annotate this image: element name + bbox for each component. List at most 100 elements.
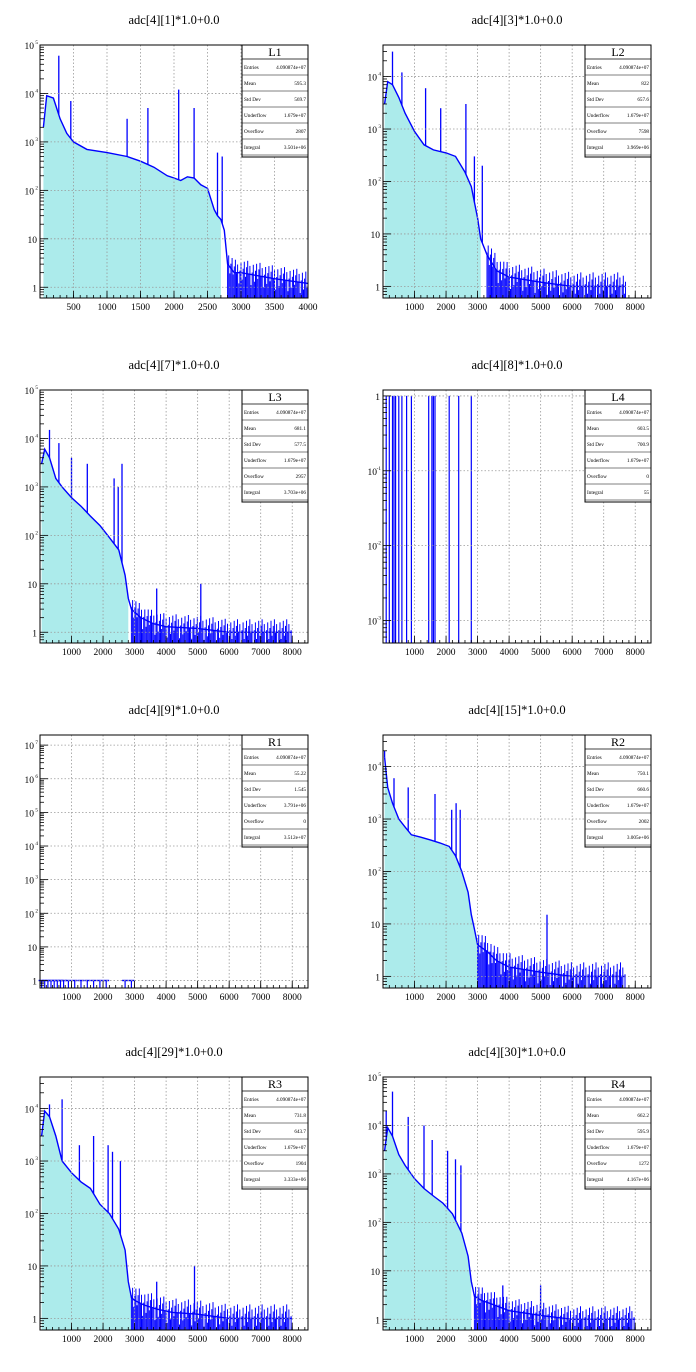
y-tick-label: 10 (25, 1210, 35, 1220)
plot-frame (39, 1076, 309, 1331)
chart-panel-l1: adc[4][1]*1.0+0.0 500 1000 1500 2000 2500 3000… (25, 13, 318, 313)
stat-label: Std Dev (587, 442, 604, 448)
stat-value: 3.501e+06 (284, 145, 306, 151)
y-tick-exponent: 3 (35, 482, 38, 488)
stat-value: 700.9 (637, 442, 649, 448)
y-tick-label: 10 (371, 231, 381, 241)
stat-label: Integral (244, 835, 261, 841)
stat-label: Underflow (587, 457, 610, 464)
stats-box: R2 Entries 4.090874e+07 Mean 750.1 Std Dev 660… (584, 734, 652, 848)
y-tick-label: 1 (32, 629, 37, 639)
stats-box-title: R1 (268, 735, 282, 749)
stat-label: Entries (244, 755, 259, 761)
stat-value: 3.333e+06 (284, 1177, 306, 1183)
stats-box-title: R2 (611, 735, 625, 749)
y-tick-exponent: 4 (35, 88, 38, 94)
x-tick-label: 8000 (283, 648, 302, 658)
grid (383, 45, 651, 298)
y-tick-exponent: -3 (377, 615, 382, 621)
stat-label: Std Dev (244, 1129, 261, 1135)
x-tick-label: 1000 (405, 648, 424, 658)
x-tick-label: 3000 (468, 993, 487, 1003)
stat-label: Overflow (244, 1160, 264, 1167)
stat-value: 3.791e+06 (284, 803, 306, 809)
y-tick-label: 10 (371, 1268, 381, 1278)
stat-value: 1.679e+07 (627, 458, 649, 464)
y-tick-exponent: 3 (378, 1169, 381, 1175)
stat-value: 4.090874e+07 (276, 755, 306, 761)
stat-label: Entries (587, 65, 602, 71)
y-tick-exponent: -2 (377, 541, 382, 547)
stat-label: Overflow (244, 818, 264, 825)
stat-value: 4.090874e+07 (276, 1097, 306, 1103)
x-tick-label: 2000 (94, 1335, 113, 1345)
y-tick-exponent: 2 (35, 908, 38, 914)
stat-label: Entries (244, 1097, 259, 1103)
stats-box: L4 Entries 4.090874e+07 Mean 603.5 Std Dev 700… (584, 389, 652, 503)
stat-value: 3.005e+06 (627, 835, 649, 841)
y-tick-label: 1 (375, 1316, 380, 1326)
chart-panel-l2: adc[4][3]*1.0+0.0 1000 2000 3000 4000 5000 600… (368, 13, 652, 313)
stats-box-title: L3 (268, 390, 281, 404)
stat-value: 1.545 (294, 787, 306, 793)
y-tick-label: 10 (28, 236, 38, 246)
x-tick-label: 1000 (405, 303, 424, 313)
x-tick-label: 7000 (251, 993, 270, 1003)
stat-value: 657.6 (637, 97, 649, 103)
stat-value: 731.8 (294, 1113, 306, 1119)
chart-panel-l4: adc[4][8]*1.0+0.0 1000 2000 3000 4000 5000 600… (368, 358, 652, 658)
y-tick-exponent: 3 (35, 875, 38, 881)
stat-label: Integral (587, 490, 604, 496)
x-tick-label: 2000 (94, 648, 113, 658)
stat-value: 4.090874e+07 (276, 65, 306, 71)
y-tick-label: 10 (25, 387, 35, 397)
y-tick-exponent: 2 (378, 866, 381, 872)
stat-value: 55.22 (294, 771, 306, 777)
stat-label: Underflow (587, 802, 610, 809)
chart-panel-r2: adc[4][15]*1.0+0.0 1000 2000 3000 4000 5000 60… (368, 703, 652, 1003)
y-tick-exponent: 6 (35, 774, 38, 780)
x-tick-label: 1000 (405, 1335, 424, 1345)
y-tick-label: 10 (25, 776, 35, 786)
stat-label: Std Dev (244, 97, 261, 103)
y-tick-exponent: 4 (378, 1120, 381, 1126)
plot-data (383, 51, 626, 298)
x-tick-label: 5000 (531, 648, 550, 658)
y-tick-label: 10 (25, 532, 35, 542)
plot-data (385, 395, 472, 643)
stat-label: Integral (244, 490, 261, 496)
y-tick-label: 10 (25, 42, 35, 52)
y-tick-label: 10 (368, 178, 378, 188)
plot-frame (382, 389, 652, 644)
y-tick-exponent: 3 (378, 814, 381, 820)
x-tick-label: 4000 (500, 993, 519, 1003)
x-tick-label: 5000 (531, 1335, 550, 1345)
x-tick-label: 3000 (468, 648, 487, 658)
stat-value: 4.167e+06 (627, 1177, 649, 1183)
chart-panel-r4: adc[4][30]*1.0+0.0 1000 2000 3000 4000 5000 60… (368, 1045, 652, 1345)
stat-label: Mean (244, 1113, 256, 1119)
stat-label: Mean (244, 771, 256, 777)
y-tick-label: 10 (25, 90, 35, 100)
y-tick-label: 10 (28, 1263, 38, 1273)
y-tick-label: 10 (368, 617, 378, 627)
y-tick-label: 10 (368, 816, 378, 826)
x-tick-label: 3000 (468, 303, 487, 313)
y-tick-label: 10 (368, 468, 378, 478)
y-tick-label: 1 (32, 1315, 37, 1325)
y-tick-exponent: 5 (378, 1072, 381, 1078)
chart-panel-l3: adc[4][7]*1.0+0.0 1000 2000 3000 4000 5000 600… (25, 358, 309, 658)
y-tick-label: 10 (25, 187, 35, 197)
x-tick-label: 5000 (531, 993, 550, 1003)
stat-value: 2002 (639, 819, 650, 825)
y-tick-label: 10 (368, 126, 378, 136)
histogram-fill (41, 449, 129, 643)
x-tick-label: 4000 (500, 648, 519, 658)
stat-label: Underflow (587, 1144, 610, 1151)
stats-box-frame (584, 389, 652, 503)
y-tick-exponent: 2 (35, 185, 38, 191)
plot-frame (39, 734, 309, 989)
stat-label: Overflow (587, 818, 607, 825)
stat-value: 822 (641, 81, 649, 87)
stat-value: 4.090874e+07 (619, 755, 649, 761)
